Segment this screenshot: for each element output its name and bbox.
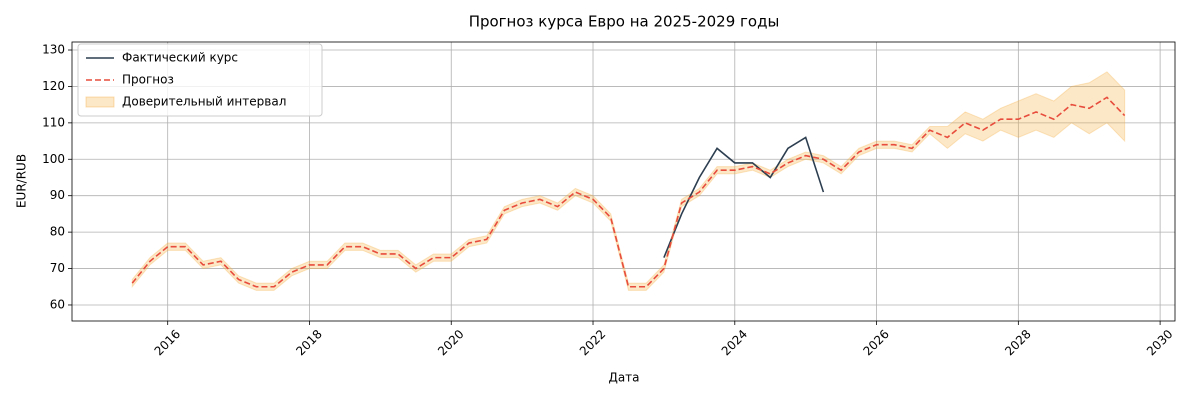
series-line — [663, 136, 825, 258]
x-axis-label: Дата — [608, 371, 639, 385]
x-tick-label: 2020 — [435, 327, 466, 358]
chart-title: Прогноз курса Евро на 2025-2029 годы — [469, 13, 780, 31]
y-tick-label: 80 — [50, 225, 65, 239]
series-line — [131, 96, 1126, 288]
legend-swatch — [85, 96, 115, 108]
y-tick-label: 130 — [42, 43, 65, 57]
y-axis-label: EUR/RUB — [15, 154, 29, 208]
y-tick-label: 110 — [42, 115, 65, 129]
legend-label: Фактический курс — [122, 51, 238, 65]
legend-label: Доверительный интервал — [122, 95, 286, 109]
confidence-band — [131, 71, 1126, 291]
x-tick-label: 2018 — [293, 327, 324, 358]
x-tick-label: 2022 — [577, 327, 608, 358]
y-tick-label: 120 — [42, 79, 65, 93]
plot-frame — [71, 41, 1176, 322]
x-tick-label: 2028 — [1002, 327, 1033, 358]
legend-label: Прогноз — [122, 73, 174, 87]
x-tick-label: 2026 — [860, 327, 891, 358]
legend-box — [77, 43, 323, 117]
y-tick-label: 70 — [50, 261, 65, 275]
y-tick-label: 60 — [50, 297, 65, 311]
y-tick-label: 100 — [42, 152, 65, 166]
x-tick-label: 2024 — [719, 327, 750, 358]
y-tick-label: 90 — [50, 188, 65, 202]
x-tick-label: 2016 — [152, 327, 183, 358]
x-tick-label: 2030 — [1144, 327, 1175, 358]
